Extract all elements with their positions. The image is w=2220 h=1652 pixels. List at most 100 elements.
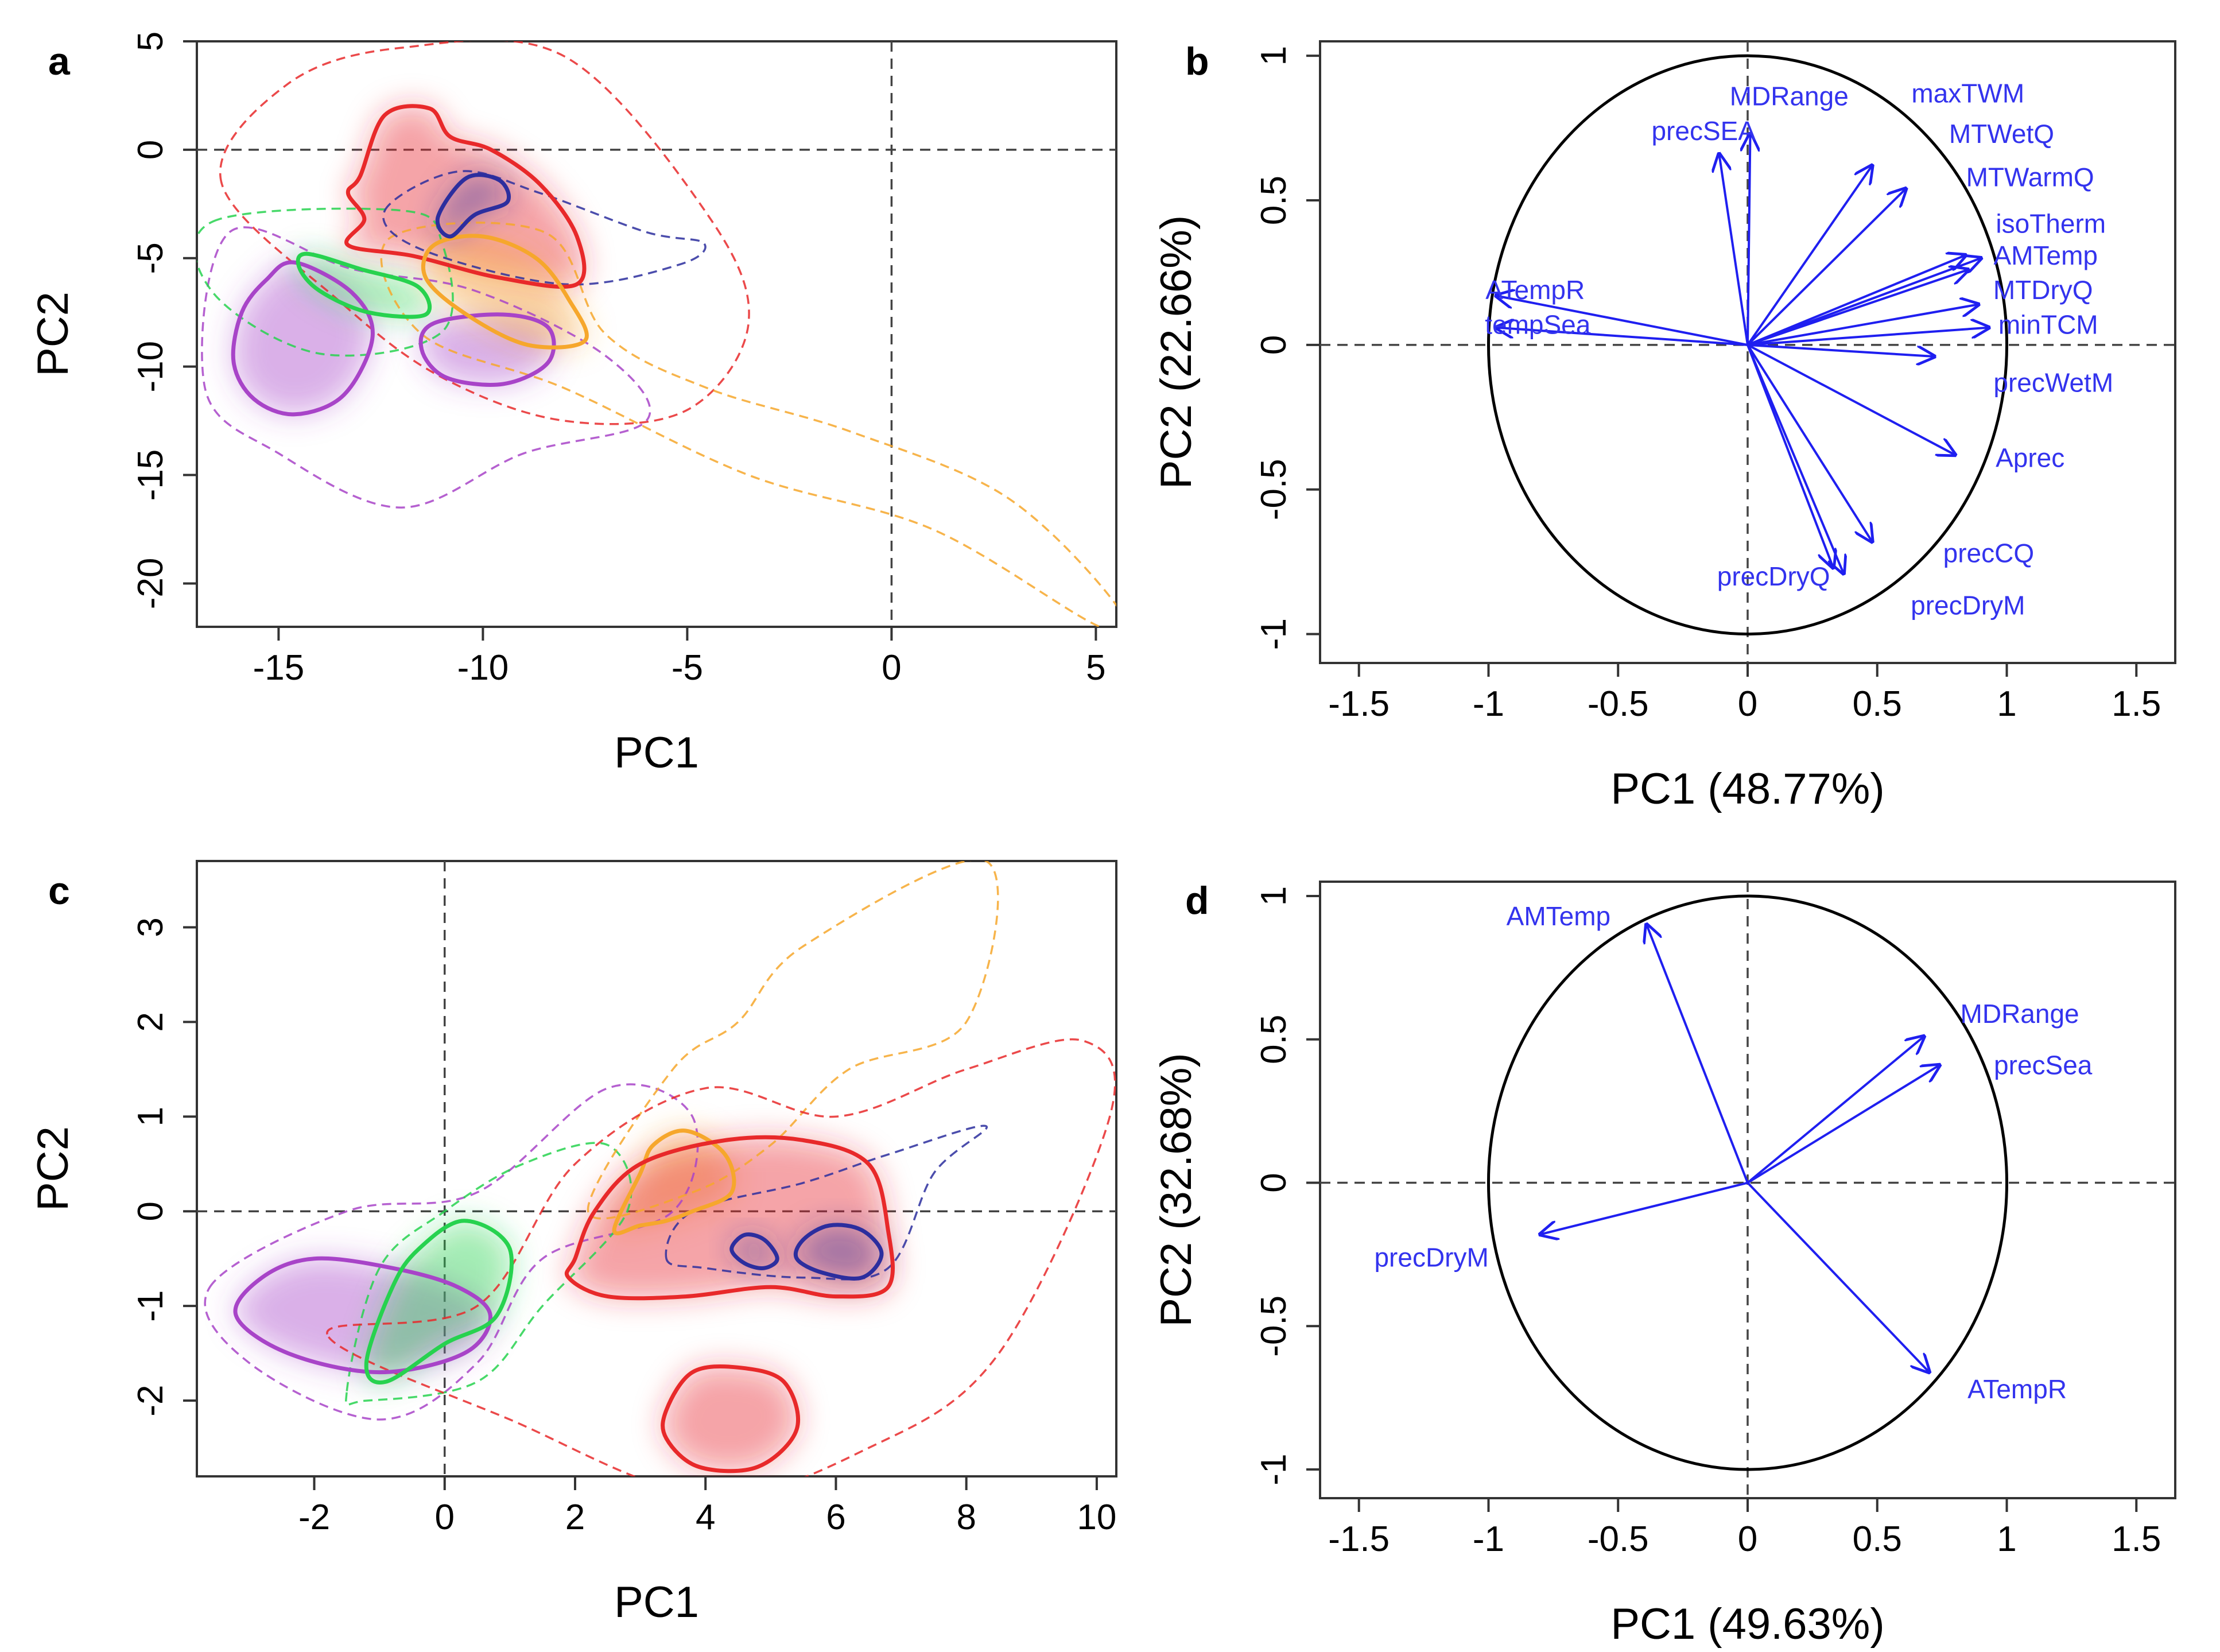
loading-label-AMTemp: AMTemp	[1994, 241, 2098, 270]
loading-label-precDryM: precDryM	[1374, 1242, 1488, 1272]
reference-lines	[197, 861, 1116, 1476]
core-contour-purple	[233, 1256, 492, 1375]
loading-label-tempSea: tempSea	[1485, 310, 1591, 340]
x-tick-label: -2	[298, 1498, 330, 1537]
y-tick-label: 1	[1254, 886, 1294, 906]
range-contour-purple	[204, 1083, 699, 1421]
loading-arrow-ATempR	[1746, 1182, 1929, 1372]
range-contour-purple	[201, 226, 651, 509]
x-tick-label: 0.5	[1853, 684, 1902, 724]
density-fill-green	[366, 1220, 512, 1383]
panel-b: b -1.5 -1 -0.5 0 0.5 1 1.5 1 0.5 0 -0.5 -1 PC1 (48.77…	[1152, 40, 2176, 813]
panel-letter-c: c	[48, 869, 70, 913]
y-tick-label: 3	[131, 917, 170, 937]
y-axis-ticks: 5 0 -5 -10 -15 -20	[131, 32, 197, 609]
loading-label-MTWetQ: MTWetQ	[1949, 119, 2054, 149]
range-contour-red	[326, 1038, 1116, 1476]
x-tick-label: 10	[1077, 1498, 1116, 1537]
loading-arrow-MDRange	[1746, 1037, 1924, 1184]
x-tick-label: 0	[882, 648, 901, 688]
panel-letter-d: d	[1185, 879, 1209, 922]
y-tick-label: -10	[131, 341, 170, 393]
x-tick-label: -1.5	[1328, 1519, 1390, 1559]
loading-arrow-precWetM	[1747, 343, 1934, 356]
y-tick-label: 5	[131, 32, 170, 51]
x-tick-label: 1	[1997, 684, 2016, 724]
loading-label-precSEA: precSEA	[1651, 116, 1756, 146]
loading-arrow-Aprec	[1747, 344, 1955, 455]
density-fill-green	[298, 254, 430, 317]
x-axis-ticks: -1.5 -1 -0.5 0 0.5 1 1.5	[1328, 1498, 2161, 1559]
loading-arrow-MTWarmQ	[1747, 255, 1965, 346]
panel-d: d -1.5 -1 -0.5 0 0.5 1 1.5 1 0.5 0 -0.5 -1 PC1 (49.63…	[1152, 879, 2176, 1649]
loading-label-precWetM: precWetM	[1993, 367, 2113, 397]
panel-letter-b: b	[1185, 40, 1209, 83]
x-axis-ticks: -15 -10 -5 0 5	[253, 627, 1106, 688]
y-tick-label: 0	[1254, 335, 1294, 355]
y-tick-label: -15	[131, 449, 170, 501]
x-tick-label: 6	[826, 1498, 845, 1537]
y-tick-label: -2	[131, 1385, 170, 1416]
range-contour-blue	[665, 1124, 988, 1281]
reference-lines	[1320, 882, 2175, 1498]
x-tick-label: 0.5	[1853, 1519, 1902, 1559]
y-tick-label: -0.5	[1254, 459, 1294, 520]
loading-label-MTWarmQ: MTWarmQ	[1966, 162, 2094, 192]
loading-label-precDryQ: precDryQ	[1717, 561, 1830, 591]
loading-arrow-maxTWM	[1746, 166, 1872, 346]
loading-arrow-AMTemp	[1747, 270, 1968, 346]
loading-label-precCQ: precCQ	[1943, 538, 2034, 568]
x-axis-label: PC1 (49.63%)	[1610, 1600, 1884, 1649]
x-tick-label: 8	[956, 1498, 976, 1537]
correlation-circle	[1487, 894, 2009, 1471]
y-tick-label: 1	[1254, 46, 1294, 65]
x-tick-label: -1	[1473, 1519, 1504, 1559]
x-tick-label: -15	[253, 648, 305, 688]
range-contour-orange	[587, 861, 999, 1220]
loading-arrow-MDRange	[1748, 134, 1751, 345]
core-contour-red	[564, 1135, 895, 1301]
panel-letter-a: a	[48, 40, 71, 83]
loading-label-isoTherm: isoTherm	[1996, 208, 2106, 238]
density-fill-red-2	[662, 1366, 798, 1471]
reference-lines	[197, 41, 1116, 627]
y-tick-label: -20	[131, 558, 170, 610]
loading-arrow-tempSea	[1496, 328, 1748, 346]
plot-frame	[196, 860, 1117, 1478]
loading-label-AMTemp: AMTemp	[1507, 901, 1610, 931]
x-tick-label: 0	[435, 1498, 455, 1537]
density-fill-blue	[795, 1224, 882, 1279]
x-tick-label: 5	[1086, 648, 1105, 688]
x-tick-label: 0	[1738, 1519, 1757, 1559]
range-contour-red	[219, 41, 750, 425]
y-axis-ticks: 3 2 1 0 -1 -2	[131, 917, 197, 1417]
y-axis-label: PC2 (32.68%)	[1152, 1053, 1201, 1327]
core-contour-blue	[793, 1223, 884, 1281]
x-tick-label: 1.5	[2112, 1519, 2161, 1559]
x-tick-label: -0.5	[1588, 1519, 1649, 1559]
loading-arrow-MTDryQ	[1747, 304, 1978, 346]
range-contour-orange	[380, 222, 1116, 627]
y-tick-label: 0	[131, 140, 170, 160]
x-tick-label: 0	[1738, 684, 1757, 724]
density-contours	[197, 41, 1116, 627]
y-tick-label: 2	[131, 1012, 170, 1031]
core-contour-blue-2	[729, 1232, 779, 1270]
x-axis-ticks: -2 0 2 4 6 8 10	[298, 1476, 1116, 1537]
x-axis-label: PC1	[614, 1578, 699, 1627]
density-contours	[204, 861, 1116, 1476]
y-tick-label: -1	[1254, 1453, 1294, 1485]
x-tick-label: 4	[696, 1498, 715, 1537]
plot-frame	[196, 40, 1117, 628]
loading-label-precDryM: precDryM	[1911, 590, 2025, 620]
loading-label-MDRange: MDRange	[1961, 999, 2079, 1029]
loading-arrow-precDryM	[1746, 344, 1843, 573]
core-contour-red-2	[661, 1364, 800, 1473]
y-tick-label: -5	[131, 242, 170, 274]
loading-label-minTCM: minTCM	[1998, 310, 2098, 340]
x-tick-label: -5	[672, 648, 703, 688]
x-tick-label: -10	[457, 648, 509, 688]
y-axis-ticks: 1 0.5 0 -0.5 -1	[1254, 46, 1320, 650]
